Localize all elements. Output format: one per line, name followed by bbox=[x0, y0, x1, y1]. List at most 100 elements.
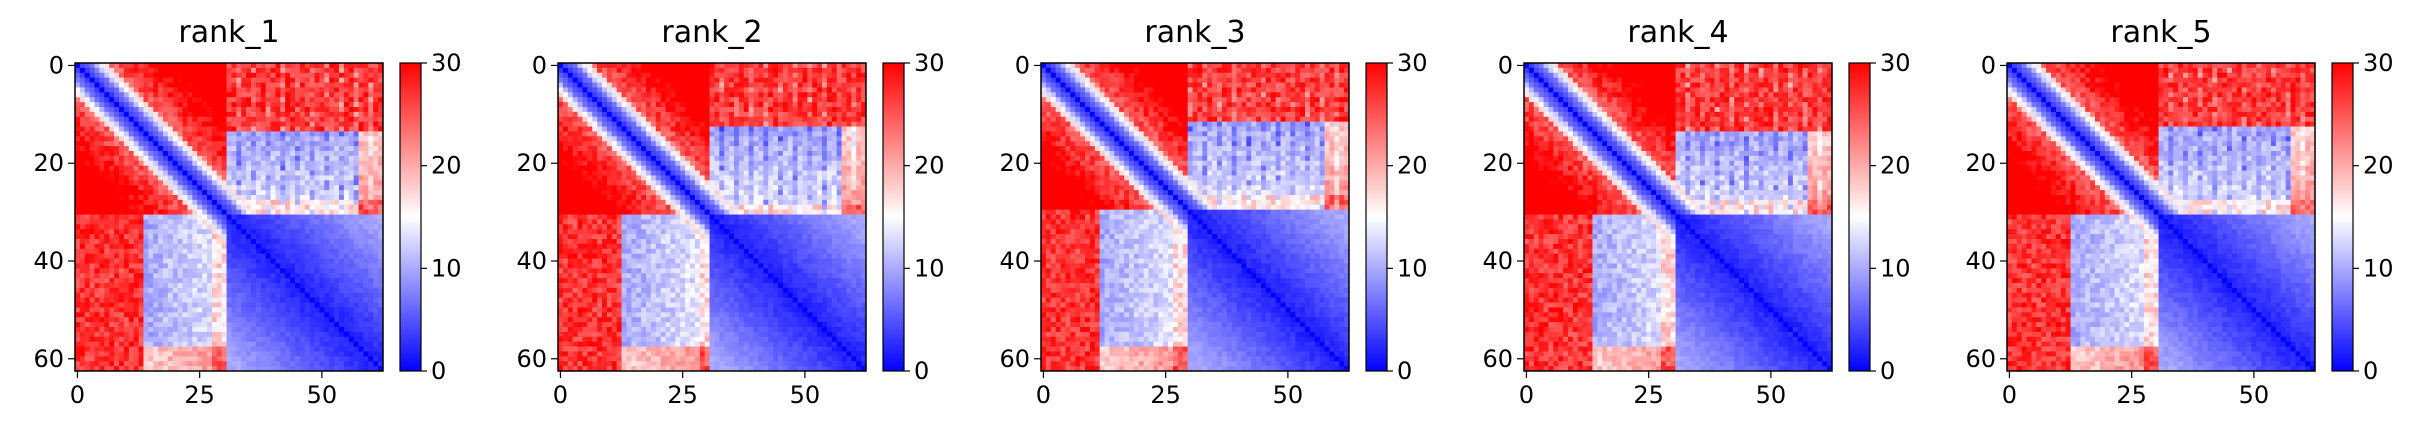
heatmap-cell bbox=[280, 287, 286, 294]
heatmap-cell bbox=[299, 72, 306, 79]
heatmap-cell bbox=[255, 170, 262, 176]
heatmap-cell bbox=[192, 116, 198, 123]
heatmap-cell bbox=[99, 72, 105, 79]
heatmap-cell bbox=[339, 87, 345, 93]
heatmap-cell bbox=[339, 214, 345, 220]
heatmap-cell bbox=[339, 307, 345, 313]
heatmap-cell bbox=[319, 116, 325, 123]
heatmap-cell bbox=[163, 155, 169, 162]
heatmap-cell bbox=[348, 229, 355, 235]
heatmap-cell bbox=[373, 361, 379, 367]
heatmap-cell bbox=[295, 214, 301, 220]
heatmap-cell bbox=[309, 185, 315, 191]
heatmap-cell bbox=[109, 72, 115, 79]
heatmap-cell bbox=[153, 248, 159, 255]
heatmap-cell bbox=[128, 292, 135, 299]
heatmap-cell bbox=[104, 209, 110, 215]
heatmap-cell bbox=[304, 336, 311, 343]
heatmap-cell bbox=[226, 322, 232, 328]
heatmap-cell bbox=[270, 322, 276, 328]
heatmap-cell bbox=[275, 283, 281, 289]
heatmap-cell bbox=[295, 82, 301, 88]
heatmap-cell bbox=[329, 219, 335, 225]
heatmap-cell bbox=[836, 116, 842, 123]
heatmap-cell bbox=[592, 131, 598, 137]
heatmap-cell bbox=[236, 214, 242, 220]
heatmap-cell bbox=[611, 102, 618, 108]
heatmap-cell bbox=[236, 302, 242, 308]
heatmap-cell bbox=[734, 87, 740, 93]
heatmap-cell bbox=[84, 63, 91, 69]
heatmap-cell bbox=[378, 243, 384, 250]
heatmap-cell bbox=[373, 273, 379, 279]
heatmap-cell bbox=[792, 102, 798, 108]
heatmap-cell bbox=[79, 116, 86, 123]
heatmap-cell bbox=[109, 322, 115, 328]
heatmap-cell bbox=[255, 219, 262, 225]
heatmap-cell bbox=[236, 307, 242, 313]
heatmap-cell bbox=[378, 224, 384, 230]
heatmap-cell bbox=[680, 136, 686, 142]
heatmap-cell bbox=[128, 234, 135, 240]
heatmap-cell bbox=[119, 356, 125, 362]
heatmap-cell bbox=[280, 209, 286, 215]
heatmap-cell bbox=[655, 63, 662, 69]
heatmap-cell bbox=[182, 170, 188, 176]
heatmap-cell bbox=[802, 87, 808, 93]
heatmap-cell bbox=[572, 121, 578, 127]
heatmap-cell bbox=[207, 72, 213, 79]
heatmap-cell bbox=[319, 312, 325, 318]
heatmap-cell bbox=[280, 204, 286, 211]
heatmap-cell bbox=[123, 341, 130, 347]
heatmap-cell bbox=[295, 234, 301, 240]
heatmap-cell bbox=[216, 331, 223, 338]
heatmap-cell bbox=[163, 336, 169, 343]
heatmap-cell bbox=[177, 165, 183, 171]
heatmap-cell bbox=[792, 131, 798, 137]
heatmap-cell bbox=[812, 102, 818, 108]
heatmap-cell bbox=[704, 126, 710, 132]
heatmap-cell bbox=[562, 107, 569, 113]
heatmap-cell bbox=[363, 67, 369, 74]
heatmap-cell bbox=[295, 165, 301, 171]
heatmap-cell bbox=[133, 92, 139, 98]
heatmap-cell bbox=[378, 312, 384, 318]
heatmap-cell bbox=[260, 126, 267, 132]
heatmap-cell bbox=[265, 160, 271, 167]
heatmap-cell bbox=[236, 273, 242, 279]
heatmap-cell bbox=[841, 82, 847, 88]
heatmap-cell bbox=[309, 351, 315, 357]
heatmap-cell bbox=[265, 302, 271, 308]
heatmap-cell bbox=[221, 165, 227, 171]
heatmap-cell bbox=[353, 341, 359, 347]
heatmap-cell bbox=[295, 258, 301, 264]
heatmap-cell bbox=[324, 209, 330, 215]
heatmap-cell bbox=[104, 136, 110, 142]
heatmap-cell bbox=[275, 322, 281, 328]
heatmap-cell bbox=[231, 165, 237, 171]
heatmap-cell bbox=[221, 224, 227, 230]
heatmap-cell bbox=[694, 136, 701, 142]
heatmap-cell bbox=[143, 92, 149, 98]
heatmap-cell bbox=[104, 366, 110, 372]
heatmap-cell bbox=[211, 214, 218, 220]
heatmap-cell bbox=[246, 146, 252, 152]
heatmap-cell bbox=[119, 63, 125, 69]
heatmap-cell bbox=[817, 102, 823, 108]
heatmap-cell bbox=[260, 234, 267, 240]
heatmap-cell bbox=[182, 116, 188, 123]
heatmap-cell bbox=[148, 268, 154, 274]
heatmap-cell bbox=[167, 72, 174, 79]
heatmap-cell bbox=[353, 278, 359, 284]
heatmap-cell bbox=[153, 219, 159, 225]
heatmap-cell bbox=[148, 87, 154, 93]
heatmap-cell bbox=[207, 243, 213, 250]
heatmap-cell bbox=[148, 141, 154, 147]
heatmap-cell bbox=[255, 273, 262, 279]
heatmap-cell bbox=[363, 131, 369, 137]
heatmap-cell bbox=[665, 82, 671, 88]
heatmap-cell bbox=[211, 160, 218, 167]
heatmap-cell bbox=[119, 331, 125, 338]
heatmap-cell bbox=[104, 224, 110, 230]
heatmap-cell bbox=[743, 102, 750, 108]
